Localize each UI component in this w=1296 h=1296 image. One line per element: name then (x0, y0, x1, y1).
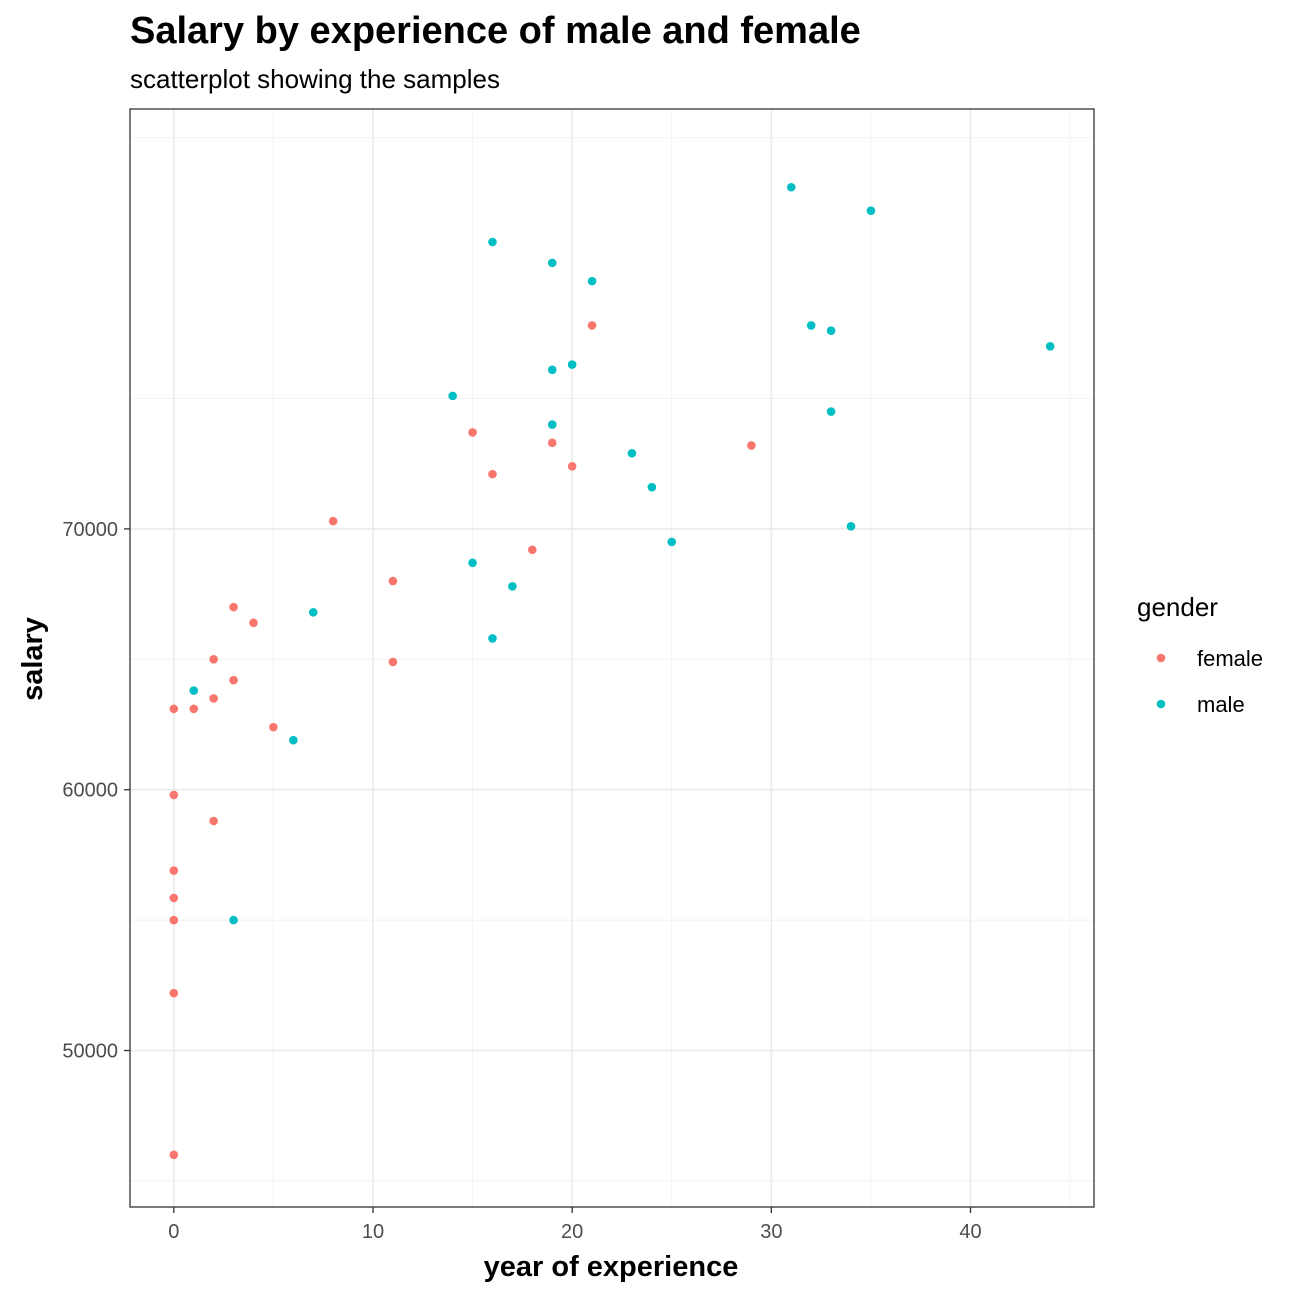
data-point-female (169, 915, 179, 925)
legend: gender female male (1137, 592, 1263, 717)
data-point-female (468, 428, 477, 437)
data-point-female (209, 694, 218, 703)
data-point-male (189, 686, 199, 695)
legend-label-female: female (1197, 646, 1263, 671)
data-point-female (388, 576, 398, 586)
data-point-female (528, 545, 537, 555)
legend-key-female (1156, 653, 1166, 663)
data-point-male (1045, 342, 1055, 351)
data-point-female (488, 469, 497, 479)
data-point-female (328, 516, 338, 526)
data-point-male (667, 537, 677, 547)
data-point-male (826, 326, 836, 335)
panel-border-rect (129, 108, 1095, 1208)
x-tick-label: 40 (959, 1221, 981, 1243)
data-point-male (647, 482, 657, 492)
data-point-male (547, 420, 557, 429)
data-point-female (747, 441, 756, 450)
y-tick-label: 70000 (62, 519, 118, 541)
data-points (169, 182, 1055, 1160)
data-point-male (308, 608, 318, 617)
data-point-female (229, 675, 238, 685)
legend-key-male (1156, 699, 1166, 709)
plot-panel (130, 109, 1094, 1207)
legend-label-male: male (1197, 692, 1245, 717)
data-point-male (547, 258, 557, 268)
data-point-male (587, 276, 597, 286)
x-tick-label: 0 (168, 1221, 179, 1243)
data-point-male (806, 321, 816, 330)
y-tick-label: 60000 (62, 780, 118, 802)
data-point-female (189, 704, 199, 714)
data-point-female (587, 321, 597, 330)
data-point-female (169, 790, 179, 800)
data-point-female (547, 438, 557, 448)
panel-background (130, 109, 1094, 1207)
data-point-male (786, 182, 796, 192)
legend-title: gender (1137, 592, 1218, 622)
data-point-male (229, 915, 238, 925)
data-point-male (627, 448, 637, 458)
data-point-female (269, 722, 278, 732)
x-tick-label: 30 (760, 1221, 782, 1243)
gridlines (130, 109, 1094, 1207)
data-point-female (229, 602, 238, 612)
data-point-male (846, 521, 856, 531)
data-point-male (488, 634, 497, 643)
y-axis-title: salary (17, 617, 49, 701)
y-tick-label: 50000 (62, 1041, 118, 1063)
data-point-male (289, 735, 298, 745)
data-point-female (169, 988, 179, 998)
data-point-female (567, 462, 577, 471)
data-point-female (209, 816, 218, 826)
panel-border (129, 108, 1095, 1208)
data-point-male (866, 206, 876, 216)
y-axis: 50000 60000 70000 (62, 519, 130, 1063)
data-point-male (547, 365, 557, 375)
data-point-male (448, 391, 457, 401)
x-tick-label: 10 (362, 1221, 384, 1243)
data-point-male (826, 407, 836, 416)
data-point-female (169, 704, 179, 714)
data-point-female (169, 866, 179, 875)
data-point-female (169, 893, 179, 903)
chart-title: Salary by experience of male and female (130, 10, 861, 52)
x-axis: 0 10 20 30 40 (168, 1207, 982, 1243)
x-axis-title: year of experience (484, 1251, 739, 1283)
data-point-male (468, 558, 477, 568)
data-point-female (388, 657, 398, 667)
data-point-female (209, 655, 218, 664)
data-point-male (488, 237, 497, 247)
data-point-male (567, 360, 577, 369)
chart-subtitle: scatterplot showing the samples (130, 64, 500, 94)
data-point-female (169, 1150, 179, 1160)
x-tick-label: 20 (561, 1221, 583, 1243)
data-point-male (508, 581, 517, 591)
data-point-female (249, 618, 258, 628)
